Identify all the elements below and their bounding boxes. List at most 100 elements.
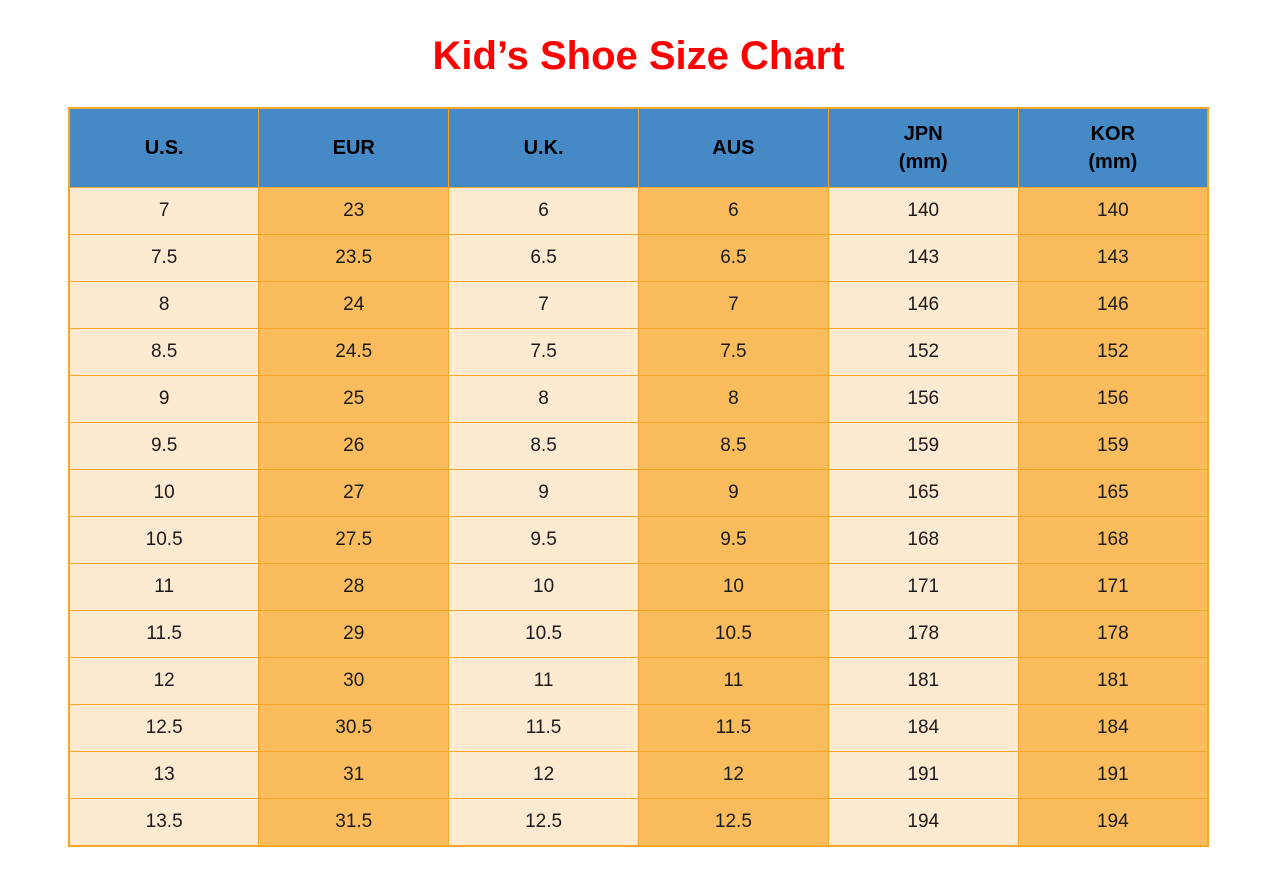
cell-us: 11.5 [68, 610, 260, 658]
table-row: 11.5 29 10.5 10.5 178 178 [68, 610, 1209, 658]
cell-eur: 27 [258, 469, 450, 517]
cell-eur: 26 [258, 422, 450, 470]
table-row: 7.5 23.5 6.5 6.5 143 143 [68, 234, 1209, 282]
cell-aus: 10.5 [637, 610, 829, 658]
table-row: 13 31 12 12 191 191 [68, 751, 1209, 799]
cell-us: 10 [68, 469, 260, 517]
cell-aus: 8.5 [637, 422, 829, 470]
cell-jpn: 181 [827, 657, 1019, 705]
cell-jpn: 159 [827, 422, 1019, 470]
cell-kor: 143 [1017, 234, 1209, 282]
page-title: Kid’s Shoe Size Chart [432, 34, 845, 78]
cell-aus: 6 [637, 187, 829, 235]
cell-jpn: 146 [827, 281, 1019, 329]
cell-us: 12 [68, 657, 260, 705]
cell-kor: 159 [1017, 422, 1209, 470]
cell-aus: 6.5 [637, 234, 829, 282]
table-header: U.S. EUR U.K. AUS JPN (mm) KOR (mm) [68, 107, 1209, 188]
cell-kor: 191 [1017, 751, 1209, 799]
cell-jpn: 184 [827, 704, 1019, 752]
table-header-row: U.S. EUR U.K. AUS JPN (mm) KOR (mm) [68, 107, 1209, 188]
cell-aus: 12.5 [637, 798, 829, 847]
column-header-label: AUS [712, 137, 755, 159]
column-header-aus: AUS [637, 107, 829, 188]
cell-kor: 165 [1017, 469, 1209, 517]
cell-kor: 178 [1017, 610, 1209, 658]
cell-uk: 9 [448, 469, 639, 517]
column-header-kor: KOR (mm) [1017, 107, 1209, 188]
cell-eur: 24 [258, 281, 450, 329]
cell-aus: 10 [637, 563, 829, 611]
cell-uk: 11.5 [448, 704, 639, 752]
column-header-sublabel: (mm) [898, 151, 948, 173]
cell-uk: 7.5 [448, 328, 639, 376]
column-header-label: EUR [332, 137, 375, 159]
cell-us: 12.5 [68, 704, 260, 752]
cell-us: 11 [68, 563, 260, 611]
cell-uk: 8.5 [448, 422, 639, 470]
cell-eur: 23 [258, 187, 450, 235]
cell-uk: 12 [448, 751, 639, 799]
column-header-sublabel: (mm) [1088, 151, 1138, 173]
cell-aus: 7.5 [637, 328, 829, 376]
cell-uk: 6.5 [448, 234, 639, 282]
cell-kor: 152 [1017, 328, 1209, 376]
cell-jpn: 156 [827, 375, 1019, 423]
cell-kor: 146 [1017, 281, 1209, 329]
cell-jpn: 140 [827, 187, 1019, 235]
cell-uk: 12.5 [448, 798, 639, 847]
cell-aus: 7 [637, 281, 829, 329]
column-header-label: U.S. [144, 137, 184, 159]
cell-uk: 7 [448, 281, 639, 329]
cell-aus: 9 [637, 469, 829, 517]
table-body: 7 23 6 6 140 140 7.5 23.5 6.5 6.5 143 143 8 24 7 7 146 14… [68, 187, 1209, 847]
cell-jpn: 194 [827, 798, 1019, 847]
table-row: 12 30 11 11 181 181 [68, 657, 1209, 705]
cell-us: 8.5 [68, 328, 260, 376]
table-row: 11 28 10 10 171 171 [68, 563, 1209, 611]
cell-aus: 11.5 [637, 704, 829, 752]
table-row: 8.5 24.5 7.5 7.5 152 152 [68, 328, 1209, 376]
cell-kor: 140 [1017, 187, 1209, 235]
cell-uk: 10.5 [448, 610, 639, 658]
table-row: 7 23 6 6 140 140 [68, 187, 1209, 235]
cell-jpn: 191 [827, 751, 1019, 799]
cell-jpn: 178 [827, 610, 1019, 658]
cell-us: 13 [68, 751, 260, 799]
cell-kor: 171 [1017, 563, 1209, 611]
cell-eur: 31 [258, 751, 450, 799]
cell-jpn: 171 [827, 563, 1019, 611]
table-row: 10.5 27.5 9.5 9.5 168 168 [68, 516, 1209, 564]
cell-eur: 30.5 [258, 704, 450, 752]
cell-us: 10.5 [68, 516, 260, 564]
cell-eur: 25 [258, 375, 450, 423]
cell-eur: 28 [258, 563, 450, 611]
cell-us: 13.5 [68, 798, 260, 847]
cell-eur: 24.5 [258, 328, 450, 376]
column-header-label: JPN [903, 123, 943, 145]
table-row: 9.5 26 8.5 8.5 159 159 [68, 422, 1209, 470]
cell-jpn: 152 [827, 328, 1019, 376]
table-row: 10 27 9 9 165 165 [68, 469, 1209, 517]
cell-aus: 8 [637, 375, 829, 423]
cell-kor: 194 [1017, 798, 1209, 847]
cell-jpn: 168 [827, 516, 1019, 564]
column-header-label: KOR [1090, 123, 1136, 145]
cell-uk: 11 [448, 657, 639, 705]
table-row: 13.5 31.5 12.5 12.5 194 194 [68, 798, 1209, 847]
table-row: 9 25 8 8 156 156 [68, 375, 1209, 423]
cell-eur: 30 [258, 657, 450, 705]
cell-kor: 156 [1017, 375, 1209, 423]
table-row: 12.5 30.5 11.5 11.5 184 184 [68, 704, 1209, 752]
cell-uk: 9.5 [448, 516, 639, 564]
cell-us: 9.5 [68, 422, 260, 470]
cell-uk: 6 [448, 187, 639, 235]
cell-jpn: 143 [827, 234, 1019, 282]
cell-eur: 29 [258, 610, 450, 658]
shoe-size-table: U.S. EUR U.K. AUS JPN (mm) KOR (mm) 7 23 6 6 140 140… [68, 107, 1209, 847]
column-header-label: U.K. [523, 137, 564, 159]
cell-uk: 8 [448, 375, 639, 423]
table-row: 8 24 7 7 146 146 [68, 281, 1209, 329]
cell-eur: 27.5 [258, 516, 450, 564]
cell-aus: 12 [637, 751, 829, 799]
